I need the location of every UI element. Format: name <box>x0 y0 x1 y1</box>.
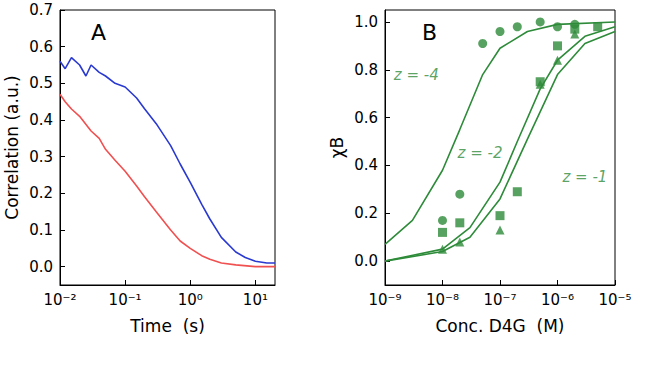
svg-text:10⁻⁶: 10⁻⁶ <box>541 291 574 309</box>
svg-text:0.3: 0.3 <box>29 148 53 166</box>
svg-text:A: A <box>91 20 106 45</box>
svg-text:0.2: 0.2 <box>29 184 53 202</box>
svg-text:0.4: 0.4 <box>354 156 378 174</box>
svg-text:0.4: 0.4 <box>29 111 53 129</box>
svg-text:0.6: 0.6 <box>354 109 378 127</box>
svg-text:10⁻⁹: 10⁻⁹ <box>368 291 401 309</box>
svg-text:0.8: 0.8 <box>354 61 378 79</box>
svg-text:10⁻¹: 10⁻¹ <box>109 291 142 309</box>
svg-text:10¹: 10¹ <box>243 291 268 309</box>
svg-text:10⁰: 10⁰ <box>178 291 203 309</box>
svg-text:10⁻⁵: 10⁻⁵ <box>598 291 631 309</box>
svg-text:0.7: 0.7 <box>29 1 53 19</box>
svg-text:10⁻²: 10⁻² <box>43 291 76 309</box>
svg-text:Time (s): Time (s) <box>129 316 205 336</box>
svg-text:z = -2: z = -2 <box>457 144 503 162</box>
svg-text:0.2: 0.2 <box>354 204 378 222</box>
svg-text:Correlation (a.u.): Correlation (a.u.) <box>2 75 22 219</box>
svg-text:0.6: 0.6 <box>29 38 53 56</box>
svg-text:1.0: 1.0 <box>354 13 378 31</box>
svg-text:χB: χB <box>327 137 347 158</box>
svg-text:B: B <box>422 20 437 45</box>
svg-text:0.1: 0.1 <box>29 221 53 239</box>
svg-text:10⁻⁷: 10⁻⁷ <box>483 291 516 309</box>
svg-text:10⁻⁸: 10⁻⁸ <box>426 291 459 309</box>
svg-text:0.5: 0.5 <box>29 74 53 92</box>
svg-text:Conc. D4G (M): Conc. D4G (M) <box>435 316 564 336</box>
svg-text:0.0: 0.0 <box>354 252 378 270</box>
svg-text:0.0: 0.0 <box>29 258 53 276</box>
svg-text:z = -4: z = -4 <box>393 66 439 84</box>
svg-text:z = -1: z = -1 <box>561 168 607 186</box>
